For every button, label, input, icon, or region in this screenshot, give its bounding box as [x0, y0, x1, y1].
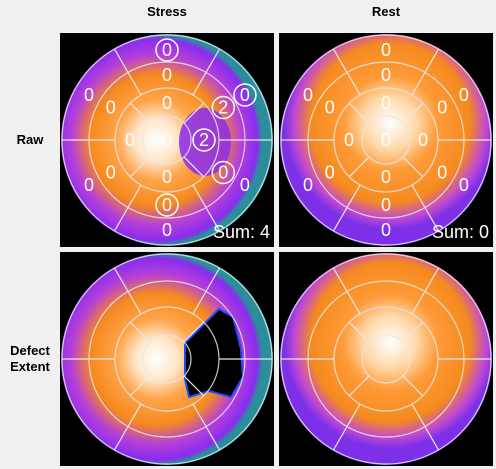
segment-line	[129, 375, 151, 397]
segment-line	[402, 156, 424, 178]
segment-line	[411, 184, 440, 232]
segment-line	[411, 48, 440, 96]
score-circle	[211, 95, 236, 120]
segment-score: 0	[240, 85, 250, 105]
segment-line	[411, 267, 440, 315]
polar-map	[280, 253, 492, 465]
defect-extent	[184, 307, 245, 399]
segment-score: 0	[162, 195, 172, 215]
segment-line	[113, 403, 142, 451]
segment-line	[183, 102, 205, 124]
segment-score: 0	[106, 162, 116, 182]
segment-line	[411, 403, 440, 451]
segment-score: 0	[162, 40, 172, 60]
segment-line	[192, 48, 221, 96]
segment-line	[348, 321, 370, 343]
score-circle	[192, 128, 216, 152]
segment-score: 0	[437, 97, 447, 117]
segment-score: 0	[125, 130, 135, 150]
segment-line	[113, 184, 142, 232]
segment-score: 0	[381, 40, 391, 60]
segment-score: 0	[459, 85, 469, 105]
segment-score: 2	[218, 97, 228, 117]
score-circle	[155, 38, 179, 62]
score-sum: Sum: 4	[213, 222, 270, 242]
segment-score: 0	[303, 175, 313, 195]
segment-score: 0	[459, 175, 469, 195]
segment-line	[348, 102, 370, 124]
segment-line	[332, 403, 361, 451]
segment-score: 0	[437, 162, 447, 182]
segment-line	[192, 403, 221, 451]
segment-score: 0	[162, 93, 172, 113]
segment-score: 0	[303, 85, 313, 105]
segment-line	[192, 184, 221, 232]
polar-map	[61, 34, 273, 246]
segment-line	[183, 375, 205, 397]
segment-score: 0	[418, 130, 428, 150]
segment-score: 0	[381, 167, 391, 187]
segment-line	[332, 48, 361, 96]
segment-score: 0	[381, 65, 391, 85]
segment-line	[183, 156, 205, 178]
polar-map	[280, 34, 492, 246]
segment-line	[402, 375, 424, 397]
segment-line	[113, 267, 142, 315]
ring	[361, 115, 411, 165]
segment-score: 0	[162, 167, 172, 187]
segment-score: 0	[381, 93, 391, 113]
segment-line	[402, 102, 424, 124]
segment-line	[113, 48, 142, 96]
segment-line	[332, 267, 361, 315]
segment-line	[129, 156, 151, 178]
score-circle	[155, 193, 179, 217]
segment-line	[183, 321, 205, 343]
ring	[361, 334, 411, 384]
segment-score: 0	[381, 195, 391, 215]
score-sum: Sum: 0	[432, 222, 489, 242]
row-label: Raw	[16, 132, 44, 147]
segment-score: 0	[381, 220, 391, 240]
perfusion-defect	[179, 108, 231, 176]
segment-score: 0	[344, 130, 354, 150]
segment-line	[348, 375, 370, 397]
polar-map	[61, 253, 273, 465]
segment-score: 2	[199, 130, 209, 150]
segment-score: 0	[325, 162, 335, 182]
segment-line	[192, 267, 221, 315]
segment-line	[402, 321, 424, 343]
score-circle	[233, 83, 257, 107]
segment-score: 0	[162, 220, 172, 240]
segment-score: 0	[325, 97, 335, 117]
segment-score: 0	[218, 162, 228, 182]
segment-score: 0	[162, 130, 172, 150]
ring	[142, 115, 192, 165]
segment-score: 0	[84, 175, 94, 195]
score-circle	[211, 160, 236, 185]
segment-score: 0	[240, 175, 250, 195]
segment-line	[129, 102, 151, 124]
segment-score: 0	[106, 97, 116, 117]
segment-line	[348, 156, 370, 178]
column-header: Stress	[147, 4, 187, 19]
segment-line	[129, 321, 151, 343]
row-label: Defect Extent	[10, 343, 50, 374]
segment-score: 0	[162, 65, 172, 85]
segment-line	[332, 184, 361, 232]
segment-score: 0	[381, 130, 391, 150]
segment-score: 0	[84, 85, 94, 105]
column-header: Rest	[371, 4, 401, 19]
ring	[142, 334, 192, 384]
